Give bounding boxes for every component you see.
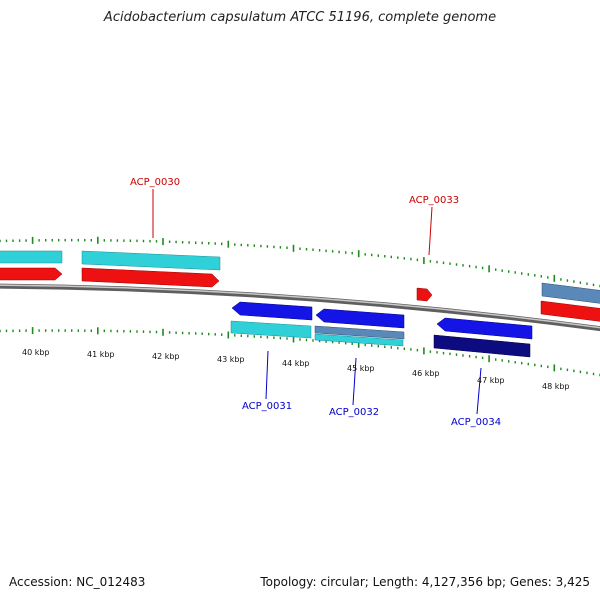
scale-label: 40 kbp <box>22 348 50 357</box>
scale-label: 48 kbp <box>542 382 570 391</box>
scale-label: 42 kbp <box>152 352 180 361</box>
gene-label-acp-0032[interactable]: ACP_0032 <box>329 407 379 418</box>
reverse-strand-features <box>230 301 533 358</box>
scale-labels: 40 kbp 41 kbp 42 kbp 43 kbp 44 kbp 45 kb… <box>22 348 570 391</box>
gene-bar-steel[interactable] <box>314 325 405 340</box>
genome-backbone-highlight <box>0 284 600 329</box>
gene-bar-navy[interactable] <box>433 334 531 358</box>
gene-arrow-blue[interactable] <box>315 308 405 329</box>
scale-label: 47 kbp <box>477 376 505 385</box>
gene-label-acp-0031[interactable]: ACP_0031 <box>242 401 292 412</box>
gene-label-acp-0034[interactable]: ACP_0034 <box>451 417 501 428</box>
scale-label: 43 kbp <box>217 355 245 364</box>
accession-text: Accession: NC_012483 <box>9 575 146 589</box>
gene-arrow-red[interactable] <box>0 267 63 281</box>
gene-bar-red[interactable] <box>540 300 600 322</box>
scale-label: 46 kbp <box>412 369 440 378</box>
leader-line <box>265 350 269 400</box>
map-title: Acidobacterium capsulatum ATCC 51196, co… <box>103 10 497 25</box>
gene-arrow-blue[interactable] <box>436 317 533 340</box>
gene-bar-cyan[interactable] <box>314 333 404 347</box>
gene-labels: ACP_0030 ACP_0033 ACP_0031 ACP_0032 ACP_… <box>130 177 501 428</box>
outer-tick-row <box>0 236 600 288</box>
leader-line <box>352 357 357 406</box>
scale-label: 45 kbp <box>347 364 375 373</box>
gene-bar-cyan[interactable] <box>0 250 63 264</box>
forward-strand-features <box>0 250 600 322</box>
inner-tick-row <box>0 327 600 377</box>
gene-arrow-blue[interactable] <box>231 301 313 321</box>
gene-arrow-red[interactable] <box>81 267 220 288</box>
gene-label-acp-0033[interactable]: ACP_0033 <box>409 195 459 206</box>
scale-label: 44 kbp <box>282 359 310 368</box>
gene-label-acp-0030[interactable]: ACP_0030 <box>130 177 180 188</box>
genome-backbone <box>0 283 600 332</box>
gene-bar-cyan[interactable] <box>81 250 221 271</box>
gene-bar-steel[interactable] <box>541 282 600 304</box>
gene-bar-cyan[interactable] <box>230 320 312 339</box>
leader-line <box>476 367 482 415</box>
topology-summary: Topology: circular; Length: 4,127,356 bp… <box>260 575 590 589</box>
leader-line <box>428 206 433 256</box>
gene-arrow-red[interactable] <box>416 287 433 302</box>
scale-label: 41 kbp <box>87 350 115 359</box>
